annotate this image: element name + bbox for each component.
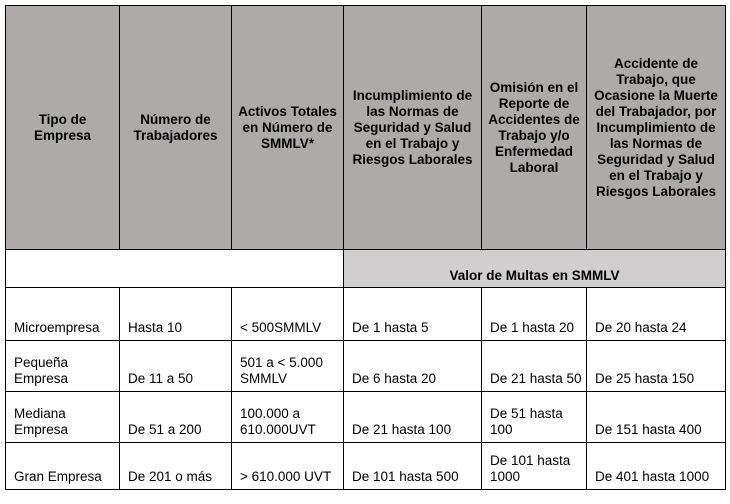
- cell: De 20 hasta 24: [586, 287, 726, 341]
- cell: > 610.000 UVT: [231, 442, 344, 490]
- cell: De 101 hasta 500: [343, 442, 482, 490]
- header-accidente-muerte: Accidente de Trabajo, que Ocasione la Mu…: [586, 5, 726, 250]
- band-empty: [5, 249, 120, 288]
- cell: De 1 hasta 5: [343, 287, 482, 341]
- cell: De 21 hasta 100: [343, 391, 482, 443]
- band-label: Valor de Multas en SMMLV: [343, 249, 726, 288]
- cell: De 21 hasta 50: [481, 340, 587, 392]
- cell: De 401 hasta 1000: [586, 442, 726, 490]
- cell: Hasta 10: [119, 287, 232, 341]
- header-row: Tipo de Empresa Número de Trabajadores A…: [5, 5, 726, 250]
- header-omision: Omisión en el Reporte de Accidentes de T…: [481, 5, 587, 250]
- table-row: Microempresa Hasta 10 < 500SMMLV De 1 ha…: [5, 287, 726, 341]
- table-row: Mediana Empresa De 51 a 200 100.000 a 61…: [5, 391, 726, 443]
- table-row: Pequeña Empresa De 11 a 50 501 a < 5.000…: [5, 340, 726, 392]
- band-empty: [119, 249, 232, 288]
- cell: De 101 hasta 1000: [481, 442, 587, 490]
- cell: De 1 hasta 20: [481, 287, 587, 341]
- multas-table: Tipo de Empresa Número de Trabajadores A…: [5, 5, 726, 490]
- cell: Pequeña Empresa: [5, 340, 120, 392]
- table-row: Gran Empresa De 201 o más > 610.000 UVT …: [5, 442, 726, 490]
- header-activos-totales: Activos Totales en Número de SMMLV*: [231, 5, 344, 250]
- header-incumplimiento: Incumplimiento de las Normas de Segurida…: [343, 5, 482, 250]
- cell: De 201 o más: [119, 442, 232, 490]
- header-numero-trabajadores: Número de Trabajadores: [119, 5, 232, 250]
- cell: De 151 hasta 400: [586, 391, 726, 443]
- band-empty: [231, 249, 344, 288]
- cell: De 6 hasta 20: [343, 340, 482, 392]
- header-tipo-empresa: Tipo de Empresa: [5, 5, 120, 250]
- cell: Mediana Empresa: [5, 391, 120, 443]
- cell: 100.000 a 610.000UVT: [231, 391, 344, 443]
- cell: Gran Empresa: [5, 442, 120, 490]
- cell: De 51 hasta 100: [481, 391, 587, 443]
- cell: De 11 a 50: [119, 340, 232, 392]
- band-row: Valor de Multas en SMMLV: [5, 249, 726, 288]
- cell: < 500SMMLV: [231, 287, 344, 341]
- cell: 501 a < 5.000 SMMLV: [231, 340, 344, 392]
- cell: De 25 hasta 150: [586, 340, 726, 392]
- cell: De 51 a 200: [119, 391, 232, 443]
- cell: Microempresa: [5, 287, 120, 341]
